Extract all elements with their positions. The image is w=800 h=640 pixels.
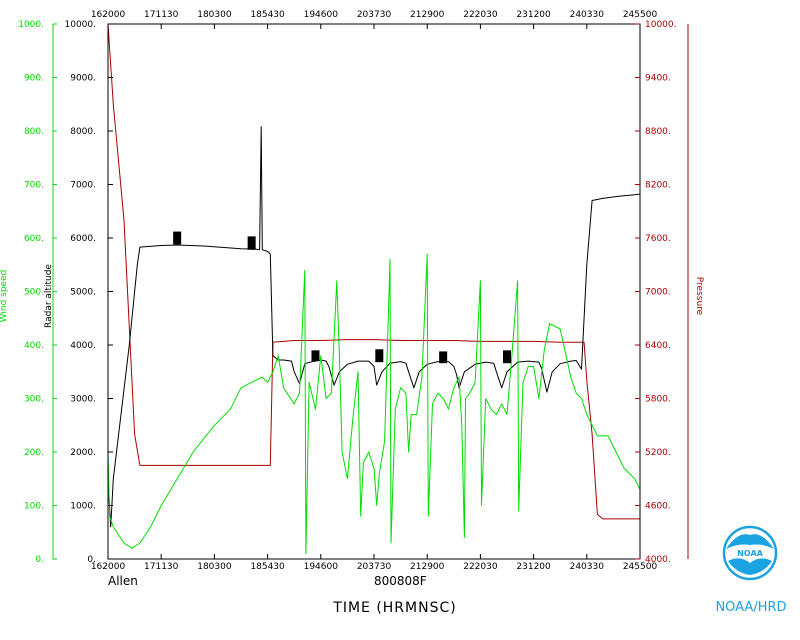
noaa-logo-text: NOAA	[737, 549, 763, 558]
series-line-radar-altitude	[107, 126, 641, 533]
wind-tick-label: 900.	[24, 74, 44, 84]
x-tick-label-top: 185430	[250, 10, 285, 20]
x-tick-label-top: 245500	[623, 10, 658, 20]
x-tick-label-top: 171130	[144, 10, 179, 20]
wind-tick-label: 0.	[35, 555, 44, 565]
x-tick-label-bottom: 231200	[516, 562, 551, 572]
x-tick-label-top: 240330	[570, 10, 605, 20]
wind-tick-label: 600.	[24, 234, 44, 244]
radar-tick-label: 5000.	[70, 288, 96, 298]
radar-tick-label: 1000.	[70, 502, 96, 512]
radar-tick-label: 9000.	[70, 74, 96, 84]
pressure-axis-label: Pressure	[694, 277, 704, 316]
radar-tick-label: 3000.	[70, 395, 96, 405]
pressure-tick-label: 5800.	[645, 395, 671, 405]
pressure-tick-label: 5200.	[645, 448, 671, 458]
wind-tick-label: 700.	[24, 181, 44, 191]
radar-flag-mark	[173, 231, 182, 245]
wind-tick-label: 1000.	[18, 20, 44, 30]
x-tick-label-top: 203730	[357, 10, 392, 20]
x-axis-title: TIME (HRMNSC)	[332, 600, 456, 616]
x-tick-label-bottom: 171130	[144, 562, 179, 572]
radar-flag-mark	[311, 350, 320, 362]
pressure-tick-label: 6400.	[645, 341, 671, 351]
noaa-logo: NOAA	[722, 525, 778, 581]
pressure-tick-label: 4000.	[645, 555, 671, 565]
wind-tick-label: 200.	[24, 448, 44, 458]
x-tick-label-bottom: 203730	[357, 562, 392, 572]
x-tick-label-bottom: 180300	[197, 562, 232, 572]
x-tick-label-bottom: 240330	[570, 562, 605, 572]
radar-tick-label: 4000.	[70, 341, 96, 351]
radar-tick-label: 2000.	[70, 448, 96, 458]
x-tick-label-top: 162000	[91, 10, 126, 20]
radar-tick-label: 7000.	[70, 181, 96, 191]
x-tick-label-bottom: 212900	[410, 562, 445, 572]
series-line-wind-speed	[107, 253, 641, 555]
series-line-pressure	[107, 23, 641, 520]
x-tick-label-bottom: 185430	[250, 562, 285, 572]
radar-flag-mark	[503, 350, 511, 364]
radar-flag-mark	[439, 351, 448, 364]
pressure-tick-label: 10000.	[645, 20, 677, 30]
pressure-tick-label: 8800.	[645, 127, 671, 137]
x-tick-label-bottom: 222030	[463, 562, 498, 572]
wind-tick-label: 100.	[24, 502, 44, 512]
wind-tick-label: 500.	[24, 288, 44, 298]
pressure-tick-label: 8200.	[645, 181, 671, 191]
wind-tick-label: 800.	[24, 127, 44, 137]
radar-axis-label: Radar altitude	[44, 264, 54, 328]
x-tick-label-top: 231200	[516, 10, 551, 20]
x-tick-label-top: 180300	[197, 10, 232, 20]
storm-name: Allen	[108, 574, 138, 588]
x-tick-label-bottom: 245500	[623, 562, 658, 572]
x-tick-label-bottom: 162000	[91, 562, 126, 572]
radar-flag-mark	[247, 236, 256, 250]
plot-frame	[107, 23, 641, 560]
pressure-tick-label: 7600.	[645, 234, 671, 244]
x-tick-label-top: 194600	[304, 10, 339, 20]
pressure-tick-label: 7000.	[645, 288, 671, 298]
radar-tick-label: 0.	[87, 555, 96, 565]
x-tick-label-top: 222030	[463, 10, 498, 20]
flight-id: 800808F	[374, 574, 427, 588]
pressure-tick-label: 9400.	[645, 74, 671, 84]
wind-tick-label: 400.	[24, 341, 44, 351]
org-label: NOAA/HRD	[715, 600, 786, 615]
radar-tick-label: 8000.	[70, 127, 96, 137]
pressure-tick-label: 4600.	[645, 502, 671, 512]
x-tick-label-top: 212900	[410, 10, 445, 20]
radar-tick-label: 10000.	[65, 20, 97, 30]
radar-flag-mark	[375, 349, 384, 363]
x-tick-label-bottom: 194600	[304, 562, 339, 572]
radar-tick-label: 6000.	[70, 234, 96, 244]
wind-axis-label: Wind speed	[0, 270, 9, 323]
wind-tick-label: 300.	[24, 395, 44, 405]
